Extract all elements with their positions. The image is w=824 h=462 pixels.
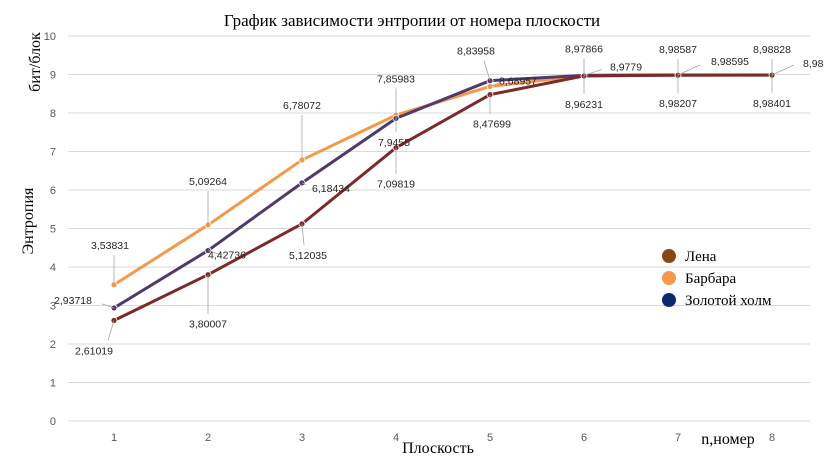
data-label-leader-2-1 <box>101 303 115 309</box>
legend-label-2: Барбара <box>685 271 737 287</box>
data-label-1-6: 8,9779 <box>610 61 642 73</box>
y-tick-label-6: 6 <box>50 185 56 197</box>
x-tick-label-3: 3 <box>299 432 305 444</box>
data-label-leader-2-2 <box>207 250 221 255</box>
data-label-1-7: 8,98595 <box>711 56 749 68</box>
data-label-1-4: 7,9455 <box>378 137 410 149</box>
legend-marker-2 <box>662 271 676 285</box>
data-label-2-1: 2,93718 <box>54 295 92 307</box>
data-label-2-3: 6,18434 <box>312 183 350 195</box>
series-line-3 <box>112 73 774 323</box>
data-label-2-7: 8,98587 <box>659 44 697 56</box>
chart-title: График зависимости энтропии от номера пл… <box>224 11 600 30</box>
data-label-3-5: 8,47699 <box>473 119 511 131</box>
x-tick-label-4: 4 <box>393 432 399 444</box>
data-label-3-3: 5,12035 <box>289 250 327 262</box>
legend-label-1: Лена <box>685 249 717 265</box>
data-label-2-5: 8,83958 <box>457 46 495 58</box>
data-label-leader-1-6 <box>583 68 603 76</box>
x-tick-label-2: 2 <box>205 432 211 444</box>
data-label-leader-3-3 <box>301 223 305 245</box>
x-axis-extra-label: n,номер <box>701 431 754 448</box>
data-label-1-2: 5,09264 <box>189 176 227 188</box>
x-tick-label-7: 7 <box>675 432 681 444</box>
data-label-leader-2-3 <box>301 182 307 186</box>
data-label-3-1: 2,61019 <box>75 346 113 358</box>
data-label-leader-1-8 <box>771 64 795 76</box>
data-label-1-3: 6,78072 <box>283 100 321 112</box>
data-label-3-6: 8,96231 <box>565 99 603 111</box>
data-label-3-2: 3,80007 <box>189 319 227 331</box>
data-label-2-8: 8,98828 <box>753 44 791 56</box>
data-label-leader-1-7 <box>677 64 701 76</box>
data-label-3-7: 8,98207 <box>659 98 697 110</box>
data-label-2-2: 4,42736 <box>208 250 246 262</box>
y-tick-label-8: 8 <box>50 108 56 120</box>
y-tick-label-7: 7 <box>50 147 56 159</box>
y-axis-unit: бит/блок <box>27 32 44 92</box>
data-label-1-1: 3,53831 <box>91 240 129 252</box>
x-tick-label-5: 5 <box>487 432 493 444</box>
data-label-leader-1-5 <box>489 82 501 87</box>
data-label-3-8: 8,98401 <box>753 98 791 110</box>
data-label-leader-3-1 <box>107 320 115 341</box>
legend-marker-1 <box>662 249 676 263</box>
x-tick-label-8: 8 <box>769 432 775 444</box>
data-label-3-4: 7,09819 <box>377 179 415 191</box>
data-label-1-8: 8,98804 <box>803 58 824 70</box>
legend-marker-3 <box>662 293 676 307</box>
data-label-1-5: 8,68957 <box>499 75 537 87</box>
data-label-2-6: 8,97866 <box>565 43 603 55</box>
y-tick-label-0: 0 <box>50 416 56 428</box>
y-tick-label-4: 4 <box>50 262 56 274</box>
x-axis-title: Плоскость <box>402 440 474 457</box>
legend-label-3: Золотой холм <box>685 293 772 309</box>
x-tick-label-6: 6 <box>581 432 587 444</box>
data-label-2-4: 7,85983 <box>377 73 415 85</box>
y-tick-label-5: 5 <box>50 224 56 236</box>
y-tick-label-1: 1 <box>50 378 56 390</box>
y-tick-label-10: 10 <box>44 31 56 43</box>
y-axis-title: Энтропия <box>20 187 37 254</box>
y-tick-label-9: 9 <box>50 70 56 82</box>
data-label-leader-2-5 <box>483 60 491 81</box>
y-tick-label-2: 2 <box>50 339 56 351</box>
y-tick-label-3: 3 <box>50 301 56 313</box>
x-tick-label-1: 1 <box>111 432 117 444</box>
legend: Лена Барбара Золотой холм <box>662 249 772 309</box>
